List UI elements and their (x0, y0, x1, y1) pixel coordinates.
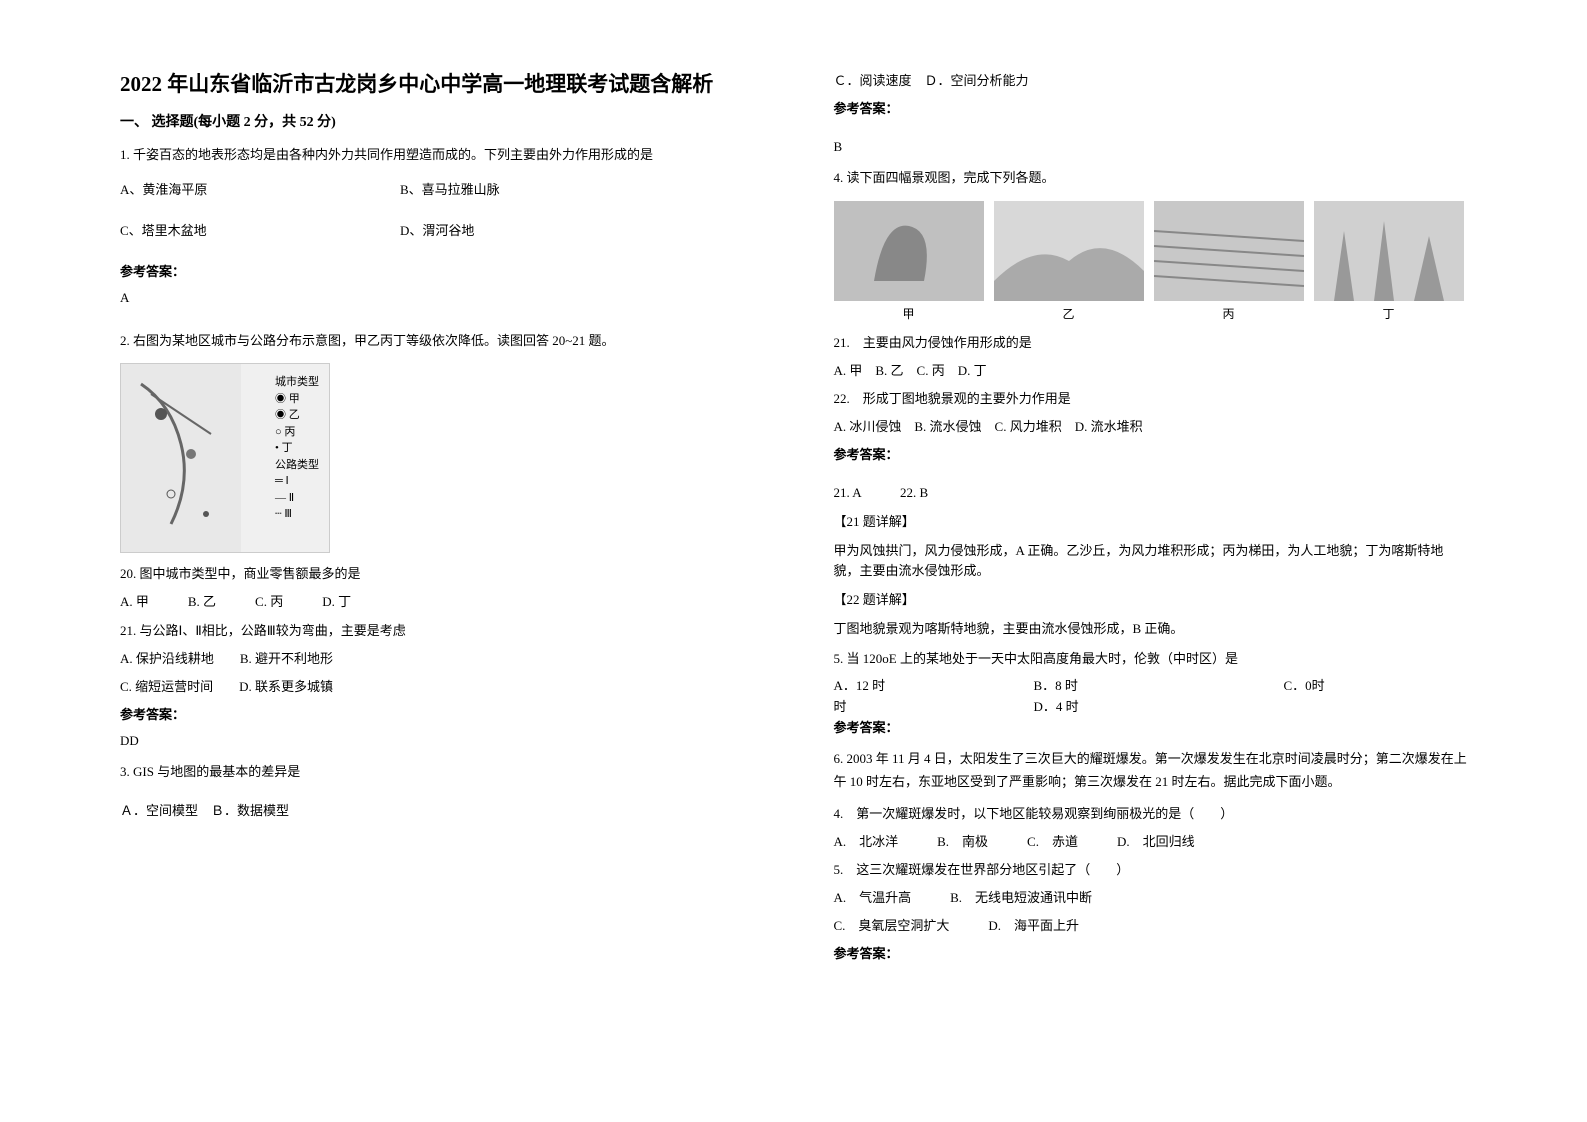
document-title: 2022 年山东省临沂市古龙岗乡中心中学高一地理联考试题含解析 (120, 70, 754, 99)
q4-sub22: 22. 形成丁图地貌景观的主要外力作用是 (834, 388, 1468, 410)
q6-sub4: 4. 第一次耀斑爆发时，以下地区能较易观察到绚丽极光的是（ ） (834, 803, 1468, 825)
q4-label-ding: 丁 (1314, 305, 1464, 322)
legend-r2: — Ⅱ (275, 490, 319, 507)
q4-answer-line: 21. A 22. B (834, 483, 1468, 504)
legend-title: 城市类型 (275, 374, 319, 391)
q5-opt-a: A．12 时 (834, 676, 1034, 697)
q4-answer-label: 参考答案： (834, 444, 1468, 463)
q6-answer-label: 参考答案： (834, 943, 1468, 962)
q3-answer-label: 参考答案： (834, 98, 1468, 117)
legend-r3: ┄ Ⅲ (275, 506, 319, 523)
q1-opt-b: B、喜马拉雅山脉 (400, 178, 500, 201)
q4-label-jia: 甲 (834, 305, 984, 322)
q4-detail22: 丁图地貌景观为喀斯特地貌，主要由流水侵蚀形成，B 正确。 (834, 619, 1468, 640)
q1-opt-d: D、渭河谷地 (400, 219, 474, 242)
legend-jia: ◉ 甲 (275, 391, 319, 408)
q5-opt-b: B．8 时 (1034, 676, 1284, 697)
q6-sub4-opts: A. 北冰洋 B. 南极 C. 赤道 D. 北回归线 (834, 831, 1468, 853)
legend-road-title: 公路类型 (275, 457, 319, 474)
q6-sub5: 5. 这三次耀斑爆发在世界部分地区引起了（ ） (834, 859, 1468, 881)
q5-answer-label: 参考答案： (834, 717, 1468, 736)
legend-yi: ◉ 乙 (275, 407, 319, 424)
q2-map-image: 城市类型 ◉ 甲 ◉ 乙 ○ 丙 • 丁 公路类型 ═ Ⅰ — Ⅱ ┄ Ⅲ (120, 363, 330, 553)
q2-sub21-a: A. 保护沿线耕地 B. 避开不利地形 (120, 648, 754, 670)
legend-bing: ○ 丙 (275, 424, 319, 441)
q2-sub21: 21. 与公路Ⅰ、Ⅱ相比，公路Ⅲ较为弯曲，主要是考虑 (120, 620, 754, 642)
q5-opt-c: C．0时 (1284, 676, 1325, 697)
q5-opt-c-cont: 时 (834, 697, 1034, 718)
q2-answer: DD (120, 731, 754, 752)
q4-detail21-label: 【21 题详解】 (834, 512, 1468, 533)
q4-detail21: 甲为风蚀拱门，风力侵蚀形成，A 正确。乙沙丘，为风力堆积形成；丙为梯田，为人工地… (834, 541, 1468, 583)
q1-answer: A (120, 288, 754, 309)
q4-stem: 4. 读下面四幅景观图，完成下列各题。 (834, 166, 1468, 191)
q4-img-ding (1314, 201, 1464, 301)
legend-ding: • 丁 (275, 440, 319, 457)
q4-detail22-label: 【22 题详解】 (834, 590, 1468, 611)
q1-opt-c: C、塔里木盆地 (120, 219, 400, 242)
q6-sub5-ab: A. 气温升高 B. 无线电短波通讯中断 (834, 887, 1468, 909)
q2-sub20-opts: A. 甲 B. 乙 C. 丙 D. 丁 (120, 591, 754, 613)
q4-img-jia (834, 201, 984, 301)
q2-stem: 2. 右图为某地区城市与公路分布示意图，甲乙丙丁等级依次降低。读图回答 20~2… (120, 329, 754, 354)
q2-sub20: 20. 图中城市类型中，商业零售额最多的是 (120, 563, 754, 585)
q1-opt-a: A、黄淮海平原 (120, 178, 400, 201)
q1-answer-label: 参考答案： (120, 261, 754, 280)
legend-r1: ═ Ⅰ (275, 473, 319, 490)
q6-stem: 6. 2003 年 11 月 4 日，太阳发生了三次巨大的耀斑爆发。第一次爆发发… (834, 748, 1468, 792)
q4-sub22-opts: A. 冰川侵蚀 B. 流水侵蚀 C. 风力堆积 D. 流水堆积 (834, 416, 1468, 438)
q4-img-yi (994, 201, 1144, 301)
q4-img-bing (1154, 201, 1304, 301)
q4-label-yi: 乙 (994, 305, 1144, 322)
q6-sub5-cd: C. 臭氧层空洞扩大 D. 海平面上升 (834, 915, 1468, 937)
q3-opt-ab: Ａ．空间模型 Ｂ．数据模型 (120, 800, 754, 822)
q3-opt-cd: Ｃ．阅读速度 Ｄ．空间分析能力 (834, 70, 1468, 92)
q2-answer-label: 参考答案： (120, 704, 754, 723)
q4-sub21-opts: A. 甲 B. 乙 C. 丙 D. 丁 (834, 360, 1468, 382)
q4-sub21: 21. 主要由风力侵蚀作用形成的是 (834, 332, 1468, 354)
q3-stem: 3. GIS 与地图的最基本的差异是 (120, 760, 754, 785)
section-header: 一、 选择题(每小题 2 分，共 52 分) (120, 111, 754, 131)
q3-answer: B (834, 137, 1468, 158)
q2-sub21-c: C. 缩短运营时间 D. 联系更多城镇 (120, 676, 754, 698)
q4-images: 甲 乙 丙 丁 (834, 201, 1468, 322)
q4-label-bing: 丙 (1154, 305, 1304, 322)
q5-stem: 5. 当 120oE 上的某地处于一天中太阳高度角最大时，伦敦（中时区）是 (834, 648, 1468, 670)
q1-stem: 1. 千姿百态的地表形态均是由各种内外力共同作用塑造而成的。下列主要由外力作用形… (120, 143, 754, 168)
q5-opt-d: D．4 时 (1034, 697, 1079, 718)
